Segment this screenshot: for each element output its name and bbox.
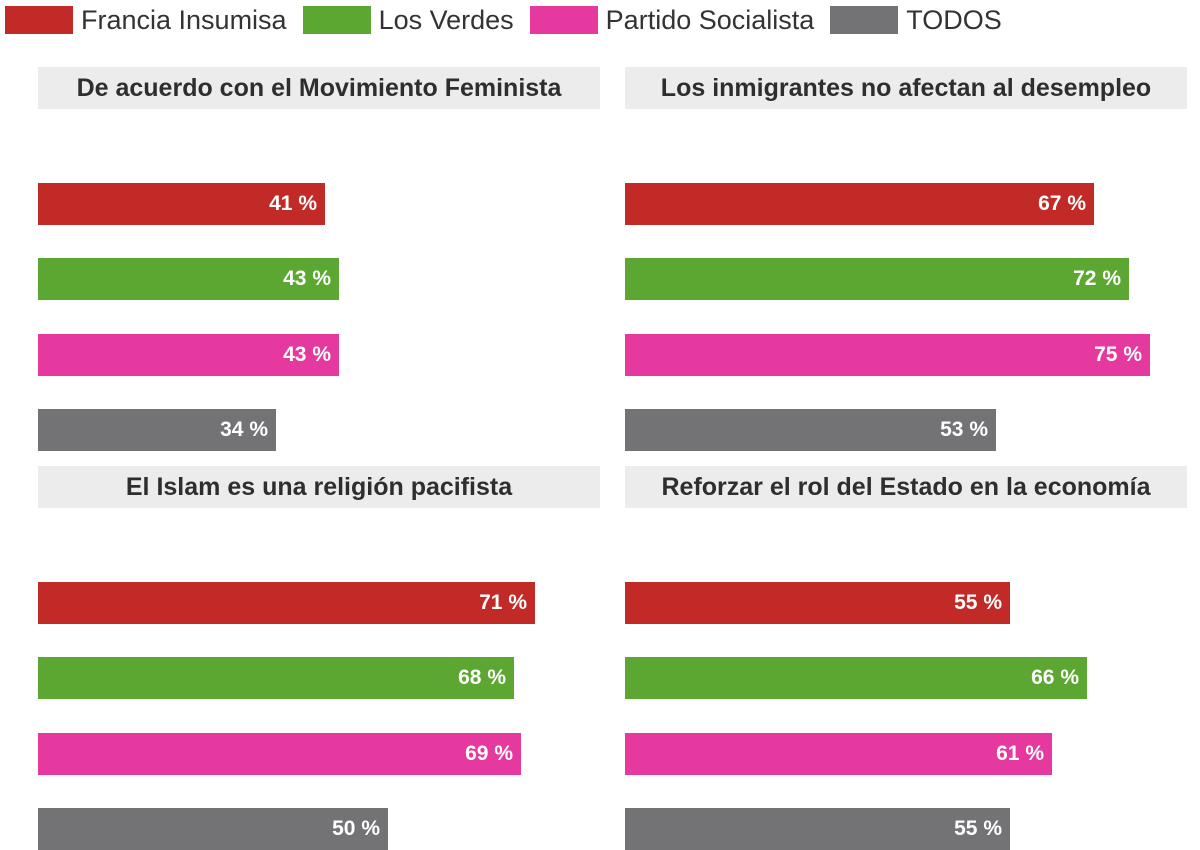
bar-value-label: 41 % [269, 192, 317, 215]
legend-item-todos: TODOS [830, 5, 1002, 36]
bar-value-label: 72 % [1073, 267, 1121, 290]
bar-francia-insumisa: 67 % [625, 183, 1094, 225]
chart-panel-islam: El Islam es una religión pacifista 71 % 6… [38, 466, 600, 850]
bar-francia-insumisa: 71 % [38, 582, 535, 624]
bar-value-label: 50 % [332, 817, 380, 840]
panel-title: El Islam es una religión pacifista [38, 466, 600, 508]
chart-legend: Francia Insumisa Los Verdes Partido Soci… [5, 4, 1018, 36]
bar-value-label: 66 % [1031, 666, 1079, 689]
bar-todos: 34 % [38, 409, 276, 451]
bar-value-label: 43 % [283, 267, 331, 290]
bar-group: 41 % 43 % 43 % 34 % [38, 109, 600, 451]
bar-value-label: 67 % [1038, 192, 1086, 215]
bar-value-label: 75 % [1094, 343, 1142, 366]
legend-swatch-partido-socialista [529, 6, 598, 34]
bar-value-label: 34 % [220, 418, 268, 441]
bar-los-verdes: 66 % [625, 657, 1087, 699]
legend-item-los-verdes: Los Verdes [302, 4, 514, 36]
bar-todos: 50 % [38, 808, 388, 850]
bar-partido-socialista: 61 % [625, 733, 1052, 775]
legend-label-francia-insumisa: Francia Insumisa [81, 4, 287, 35]
panel-title: De acuerdo con el Movimiento Feminista [38, 67, 600, 109]
bar-value-label: 71 % [479, 591, 527, 614]
bar-los-verdes: 68 % [38, 657, 514, 699]
bar-value-label: 53 % [940, 418, 988, 441]
bar-group: 67 % 72 % 75 % 53 % [625, 109, 1187, 451]
bar-todos: 53 % [625, 409, 996, 451]
chart-panel-estado: Reforzar el rol del Estado en la economí… [625, 466, 1187, 850]
bar-value-label: 55 % [954, 591, 1002, 614]
legend-label-partido-socialista: Partido Socialista [605, 4, 815, 35]
bar-group: 71 % 68 % 69 % 50 % [38, 508, 600, 850]
bar-los-verdes: 72 % [625, 258, 1129, 300]
legend-swatch-los-verdes [302, 6, 371, 34]
bar-francia-insumisa: 41 % [38, 183, 325, 225]
bar-los-verdes: 43 % [38, 258, 339, 300]
legend-swatch-todos [830, 6, 899, 34]
bar-partido-socialista: 43 % [38, 334, 339, 376]
bar-value-label: 43 % [283, 343, 331, 366]
bar-partido-socialista: 75 % [625, 334, 1150, 376]
bar-value-label: 55 % [954, 817, 1002, 840]
legend-item-francia-insumisa: Francia Insumisa [5, 5, 287, 36]
bar-value-label: 68 % [458, 666, 506, 689]
bar-partido-socialista: 69 % [38, 733, 521, 775]
bar-value-label: 61 % [996, 742, 1044, 765]
bar-value-label: 69 % [465, 742, 513, 765]
legend-label-los-verdes: Los Verdes [378, 4, 514, 35]
chart-panel-inmigrantes: Los inmigrantes no afectan al desempleo … [625, 67, 1187, 451]
bar-group: 55 % 66 % 61 % 55 % [625, 508, 1187, 850]
bar-francia-insumisa: 55 % [625, 582, 1010, 624]
legend-item-partido-socialista: Partido Socialista [529, 4, 815, 36]
panel-title: Reforzar el rol del Estado en la economí… [625, 466, 1187, 508]
legend-swatch-francia-insumisa [5, 6, 73, 34]
chart-panel-feminista: De acuerdo con el Movimiento Feminista 4… [38, 67, 600, 451]
legend-label-todos: TODOS [906, 4, 1002, 35]
bar-todos: 55 % [625, 808, 1010, 850]
panel-title: Los inmigrantes no afectan al desempleo [625, 67, 1187, 109]
